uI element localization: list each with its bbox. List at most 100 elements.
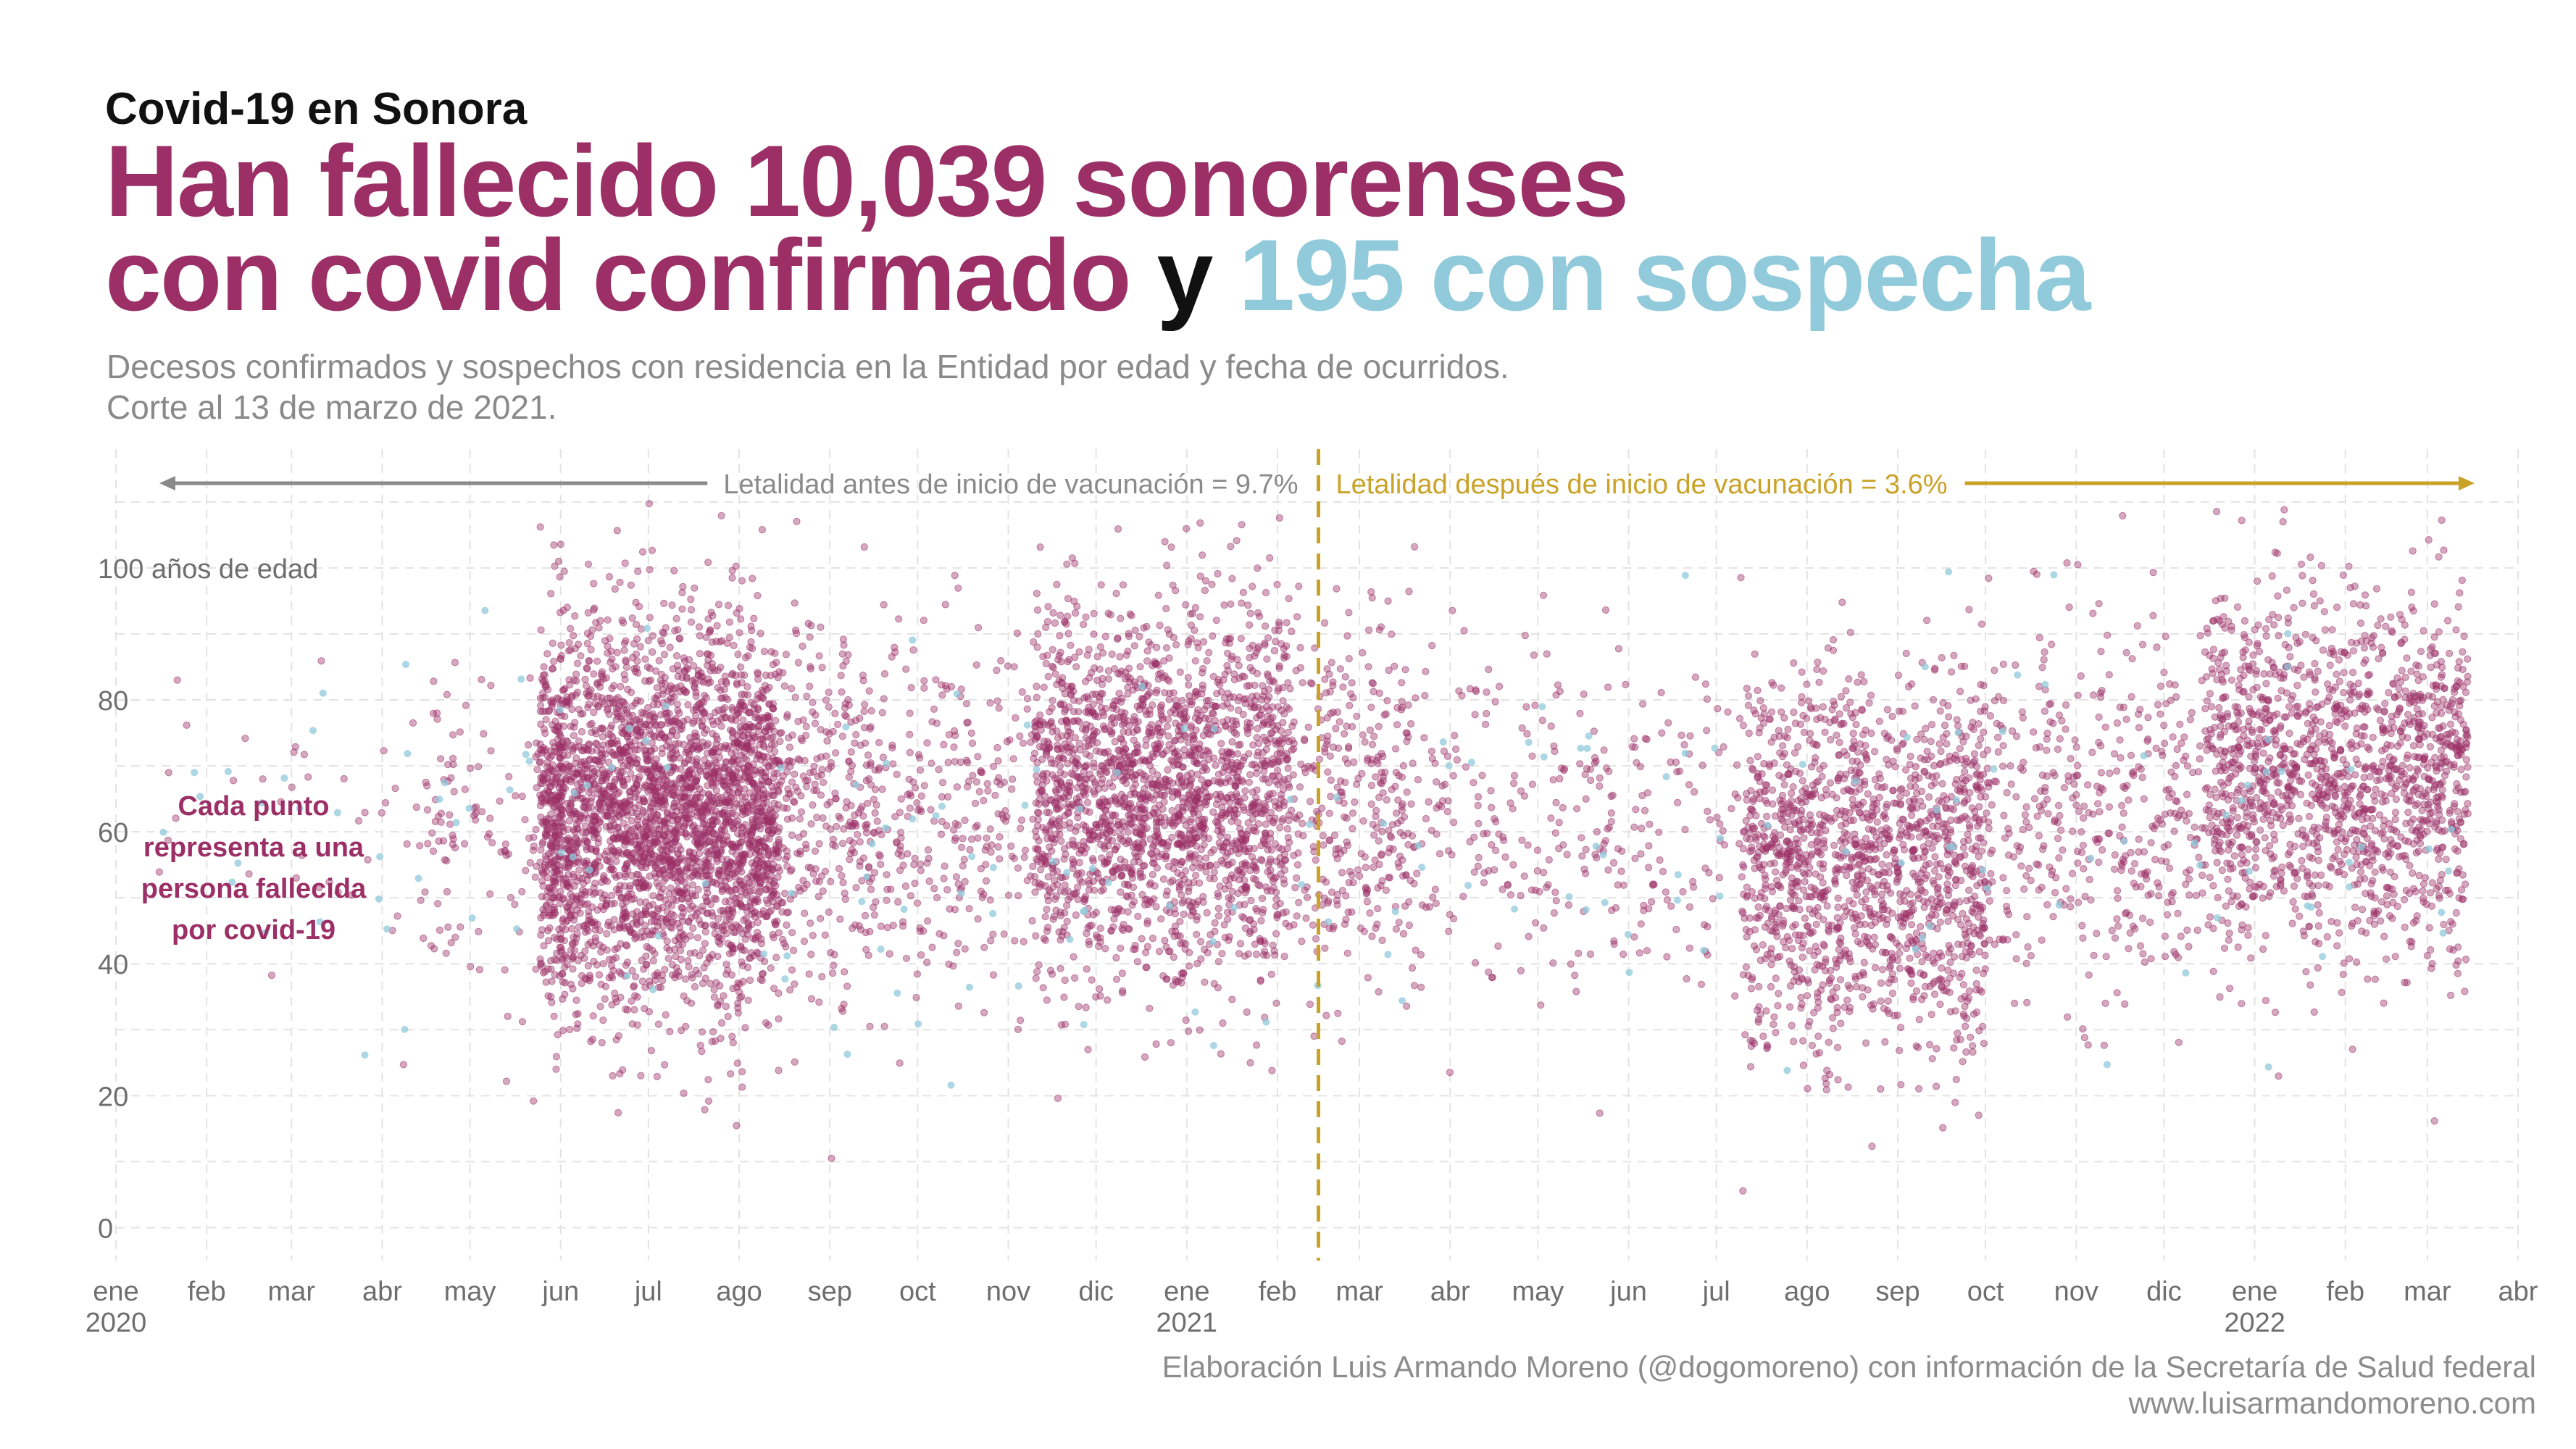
point-confirmed [789, 797, 798, 806]
point-confirmed [620, 809, 628, 817]
point-confirmed [697, 669, 705, 677]
headline-line-1: Han fallecido 10,039 sonorenses [105, 124, 1629, 238]
point-confirmed [1057, 1021, 1066, 1029]
point-confirmed [577, 652, 585, 660]
point-confirmed [809, 932, 817, 940]
point-confirmed [595, 971, 604, 979]
point-confirmed [567, 625, 575, 632]
point-confirmed [836, 915, 844, 923]
point-confirmed [541, 817, 549, 826]
point-confirmed [1101, 945, 1109, 953]
point-confirmed [1214, 904, 1222, 913]
point-confirmed [670, 567, 678, 575]
point-confirmed [1280, 651, 1288, 659]
point-confirmed [738, 1068, 746, 1076]
point-confirmed [691, 729, 699, 737]
point-confirmed [553, 949, 561, 958]
point-confirmed [607, 795, 614, 803]
point-confirmed [660, 599, 668, 608]
point-confirmed [944, 759, 952, 767]
point-confirmed [717, 877, 725, 885]
point-confirmed [706, 774, 714, 782]
point-confirmed [417, 896, 425, 904]
point-confirmed [537, 701, 545, 710]
point-confirmed [628, 614, 636, 622]
point-confirmed [762, 885, 770, 893]
point-confirmed [910, 861, 918, 869]
point-confirmed [575, 866, 583, 874]
point-confirmed [533, 766, 541, 774]
point-confirmed [636, 643, 644, 651]
point-confirmed [630, 1006, 638, 1014]
point-confirmed [649, 701, 657, 709]
point-confirmed [782, 651, 791, 659]
point-confirmed [849, 924, 856, 932]
point-confirmed [621, 873, 630, 881]
point-confirmed [663, 709, 671, 717]
point-confirmed [616, 799, 624, 807]
point-confirmed [1033, 968, 1041, 976]
point-confirmed [581, 922, 589, 930]
point-confirmed [578, 980, 585, 987]
point-confirmed [1226, 777, 1234, 785]
point-confirmed [563, 604, 571, 611]
point-confirmed [743, 756, 751, 764]
point-confirmed [599, 960, 607, 968]
point-confirmed [647, 918, 656, 926]
point-confirmed [488, 839, 496, 847]
point-confirmed [771, 748, 779, 756]
point-confirmed [550, 657, 558, 666]
point-confirmed [604, 642, 612, 651]
point-confirmed [638, 548, 647, 556]
point-confirmed [738, 958, 746, 966]
point-confirmed [1051, 895, 1059, 903]
point-confirmed [1008, 852, 1016, 861]
point-confirmed [696, 1041, 704, 1050]
point-confirmed [1182, 1016, 1190, 1024]
point-confirmed [570, 632, 578, 640]
point-confirmed [588, 821, 596, 829]
point-confirmed [441, 856, 449, 864]
point-confirmed [1028, 916, 1036, 925]
point-confirmed [634, 871, 643, 879]
point-confirmed [542, 716, 550, 724]
point-confirmed [559, 978, 567, 986]
point-confirmed [743, 744, 751, 753]
point-confirmed [548, 700, 557, 708]
point-confirmed [568, 940, 576, 948]
point-confirmed [641, 922, 649, 930]
point-confirmed [732, 768, 740, 776]
point-confirmed [1008, 785, 1016, 793]
point-confirmed [582, 837, 590, 845]
point-confirmed [983, 834, 991, 842]
point-confirmed [564, 806, 573, 814]
point-confirmed [961, 945, 969, 953]
point-confirmed [902, 665, 910, 673]
point-confirmed [750, 614, 758, 622]
point-confirmed [737, 615, 745, 623]
point-confirmed [713, 922, 721, 930]
point-confirmed [560, 567, 568, 575]
point-confirmed [738, 577, 746, 585]
point-confirmed [549, 834, 557, 842]
point-confirmed [814, 893, 822, 901]
point-confirmed [627, 769, 635, 777]
point-confirmed [569, 965, 577, 973]
point-confirmed [906, 804, 914, 812]
point-confirmed [551, 797, 559, 805]
point-confirmed [608, 655, 616, 663]
point-confirmed [614, 693, 622, 702]
point-confirmed [788, 929, 796, 937]
point-confirmed [654, 1020, 663, 1028]
point-confirmed [846, 856, 854, 864]
point-confirmed [542, 832, 551, 840]
point-confirmed [793, 517, 801, 525]
point-confirmed [811, 780, 819, 788]
point-confirmed [685, 963, 693, 971]
point-confirmed [686, 932, 694, 940]
point-confirmed [593, 657, 601, 665]
point-confirmed [608, 1001, 616, 1009]
point-confirmed [530, 1097, 538, 1105]
point-confirmed [774, 827, 783, 835]
point-confirmed [304, 773, 312, 781]
